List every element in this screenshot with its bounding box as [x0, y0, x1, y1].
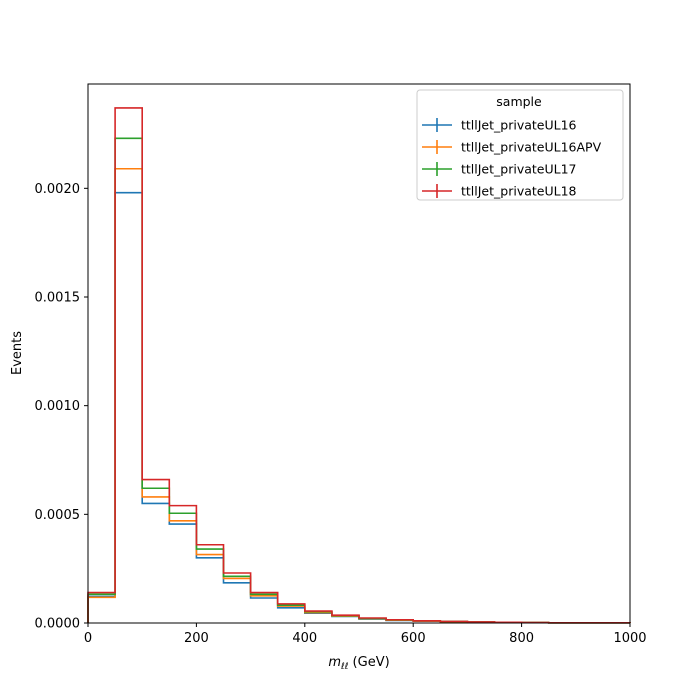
y-axis-title: Events [10, 331, 25, 375]
legend-label: ttllJet_privateUL17 [461, 162, 577, 177]
legend-box [416, 89, 624, 201]
y-tick-label: 0.0010 [35, 399, 81, 414]
x-tick-label: 600 [401, 631, 426, 646]
legend-label: ttllJet_privateUL16 [461, 118, 577, 133]
y-tick-label: 0.0000 [35, 617, 81, 632]
x-axis-title-variable: m [328, 655, 341, 670]
legend-label: ttllJet_privateUL16APV [461, 140, 602, 155]
plot-frame [87, 83, 631, 624]
series-layer [87, 107, 631, 624]
x-tick-label: 800 [509, 631, 534, 646]
legend-label: ttllJet_privateUL18 [461, 184, 577, 199]
x-tick-label: 1000 [613, 631, 646, 646]
x-tick-label: 400 [292, 631, 317, 646]
legend-entry: ttllJet_privateUL18 [422, 184, 577, 199]
y-tick-label: 0.0020 [35, 182, 81, 197]
legend-entry: ttllJet_privateUL16APV [422, 140, 602, 155]
x-axis-title: mℓℓ (GeV) [328, 655, 389, 672]
legend: sample ttllJet_privateUL16 ttllJet_privat… [416, 89, 624, 201]
y-tick-label: 0.0005 [35, 508, 81, 523]
x-axis: 0 200 400 600 800 1000 [84, 623, 647, 646]
legend-title: sample [496, 94, 542, 109]
legend-entry: ttllJet_privateUL17 [422, 162, 577, 177]
legend-entry: ttllJet_privateUL16 [422, 118, 577, 133]
y-axis: 0.0000 0.0005 0.0010 0.0015 0.0020 [35, 182, 88, 632]
x-tick-label: 200 [184, 631, 209, 646]
series-line-3 [87, 107, 631, 624]
x-tick-label: 0 [84, 631, 92, 646]
x-axis-title-subscript: ℓℓ [340, 662, 348, 672]
y-tick-label: 0.0015 [35, 290, 81, 305]
x-axis-title-unit: (GeV) [348, 655, 389, 670]
